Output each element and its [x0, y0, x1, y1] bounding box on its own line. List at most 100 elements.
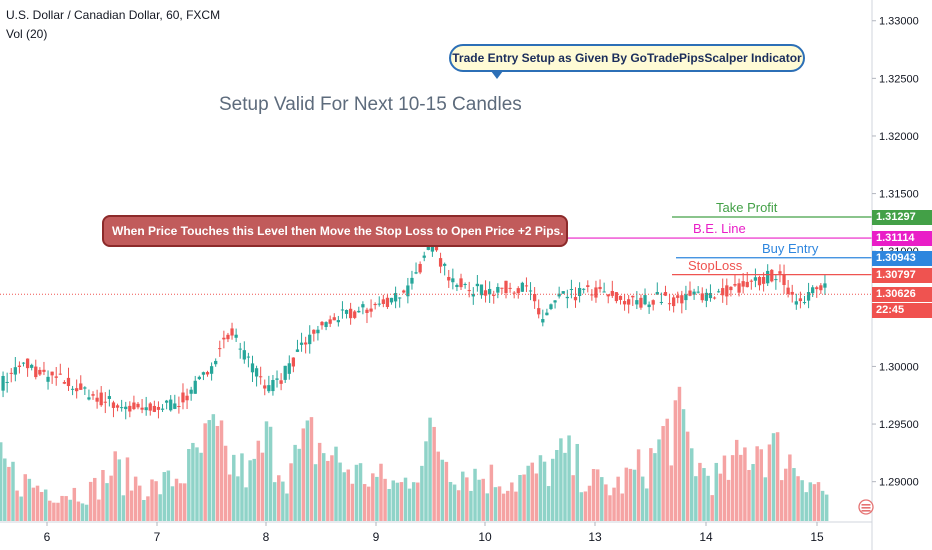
volume-bar: [628, 468, 633, 521]
candle-body: [622, 301, 627, 305]
volume-bar: [624, 467, 629, 521]
buy-entry-label: Buy Entry: [762, 240, 819, 256]
candle-body: [488, 288, 492, 295]
volume-bar: [555, 450, 559, 521]
volume-bar: [371, 473, 375, 521]
volume-bar: [522, 474, 526, 521]
volume-bar: [64, 496, 68, 521]
candle-body: [422, 255, 426, 258]
candle-body: [811, 287, 815, 294]
volume-bar: [550, 458, 555, 521]
candle-body: [83, 387, 87, 389]
volume-bar: [456, 490, 461, 521]
candle-body: [790, 291, 794, 295]
volume-bar: [326, 460, 330, 521]
candle-body: [798, 298, 803, 302]
volume-bar: [268, 426, 273, 521]
volume-bar: [76, 501, 81, 521]
time-axis: 6 7 8 9 10 13 14 15: [44, 522, 824, 544]
candle-body: [160, 408, 165, 410]
candle-body: [438, 258, 443, 267]
candle-body: [103, 401, 107, 403]
candle-body: [324, 322, 328, 328]
candle-body: [737, 283, 741, 293]
candle-body: [479, 284, 484, 296]
candle-body: [140, 407, 144, 410]
volume-bar: [109, 475, 113, 521]
candle-body: [459, 278, 463, 288]
candle-body: [385, 297, 390, 307]
volume-bar: [448, 481, 453, 521]
candle-body: [418, 263, 422, 273]
candle-body: [508, 287, 512, 289]
candle-body: [5, 381, 9, 383]
volume-bar: [289, 463, 293, 521]
candle-body: [745, 281, 749, 288]
candle-body: [398, 297, 402, 299]
candle-body: [549, 304, 553, 310]
volume-bar: [792, 468, 796, 521]
volume-bar: [358, 463, 363, 521]
volume-bar: [330, 455, 334, 521]
volume-bar: [19, 496, 23, 521]
volume-bar: [252, 458, 256, 521]
candle-body: [58, 373, 62, 375]
volume-bar: [338, 462, 342, 521]
candle-body: [226, 334, 230, 340]
candle-body: [238, 348, 242, 350]
candle-body: [132, 402, 136, 410]
volume-bar: [497, 486, 502, 521]
volume-bar: [305, 420, 310, 521]
volume-bar: [309, 417, 314, 521]
volume-bar: [97, 499, 101, 521]
volume-bar: [93, 477, 97, 521]
volume-bars: [0, 386, 829, 521]
volume-bar: [710, 495, 714, 521]
candle-body: [246, 356, 251, 358]
candle-body: [545, 312, 549, 316]
volume-bar: [469, 490, 473, 521]
volume-bar: [800, 480, 804, 521]
breakeven-callout: When Price Touches this Level then Move …: [102, 215, 568, 247]
take-profit-price-tag: 1.31297: [872, 209, 932, 225]
candle-body: [467, 290, 471, 292]
volume-bar: [150, 479, 154, 521]
volume-bar: [612, 487, 616, 521]
candle-body: [647, 304, 651, 308]
volume-bar: [673, 400, 678, 521]
price-tick-label: 1.33000: [879, 16, 919, 28]
volume-bar: [546, 486, 551, 521]
candle-body: [733, 284, 737, 286]
volume-bar: [264, 421, 269, 521]
candle-body: [148, 403, 152, 411]
candle-body: [663, 292, 668, 296]
candle-body: [565, 296, 569, 299]
candle-body: [34, 366, 38, 378]
candle-body: [17, 365, 22, 367]
volume-indicator-label[interactable]: Vol (20): [6, 27, 48, 41]
volume-bar: [72, 487, 77, 521]
candle-body: [553, 300, 557, 303]
candle-body: [766, 270, 770, 284]
volume-bar: [375, 476, 379, 521]
breakeven-label: B.E. Line: [693, 221, 746, 237]
candle-body: [197, 376, 201, 380]
volume-bar: [824, 494, 829, 521]
price-tick-label: 1.32000: [879, 131, 919, 143]
candle-body: [38, 369, 42, 375]
scale-toggle-icon[interactable]: [858, 499, 874, 515]
candle-body: [602, 291, 606, 293]
volume-bar: [428, 417, 432, 521]
candle-body: [516, 288, 520, 294]
candle-body: [9, 372, 13, 374]
candle-body: [365, 309, 369, 313]
candle-body: [680, 295, 684, 304]
candle-body: [712, 297, 717, 299]
candle-body: [406, 285, 410, 297]
candle-body: [778, 271, 782, 274]
volume-bar: [187, 448, 191, 521]
volume-bar: [35, 485, 40, 521]
candle-body: [124, 406, 128, 410]
candle-body: [1, 375, 5, 391]
